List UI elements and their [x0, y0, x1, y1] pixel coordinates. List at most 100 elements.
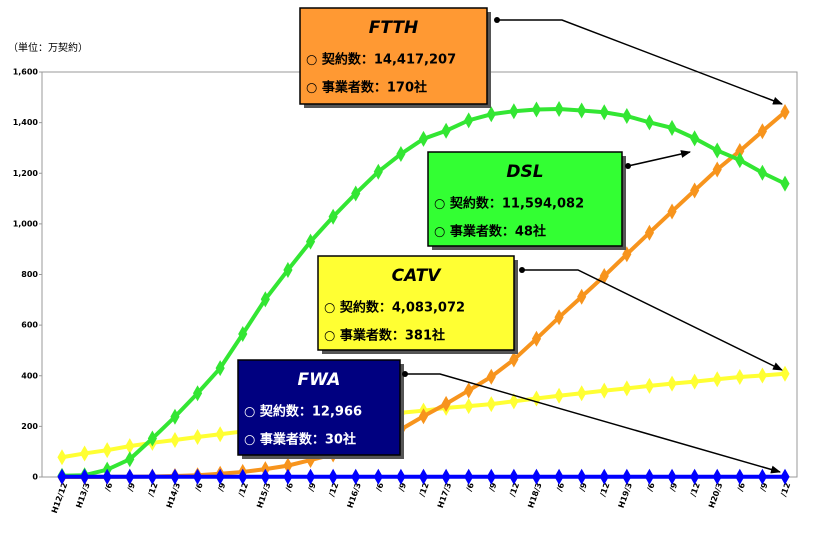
data-point [80, 445, 90, 462]
annotation-line: ○ 事業者数：381社 [324, 328, 445, 344]
annotation-line: ○ 契約数：12,966 [244, 404, 362, 420]
y-tick-label: 800 [21, 270, 38, 279]
data-point [780, 103, 790, 121]
x-tick-label: /9 [668, 481, 680, 492]
y-tick-label: 1,600 [13, 68, 39, 77]
data-point [486, 368, 496, 385]
x-tick-label: H19/3 [617, 481, 634, 509]
data-point [712, 161, 722, 178]
data-point [690, 182, 700, 199]
data-point [622, 468, 632, 485]
x-tick-label: /9 [758, 481, 770, 492]
x-tick-label: /6 [284, 481, 296, 492]
data-point [441, 395, 451, 412]
data-point [554, 100, 564, 117]
annotation-line: ○ 事業者数：30社 [244, 432, 356, 448]
data-point [554, 468, 564, 485]
x-tick-label: /12 [237, 481, 250, 497]
data-point [780, 175, 790, 192]
data-point [599, 382, 609, 399]
x-tick-label: /6 [736, 481, 748, 492]
x-tick-label: H15/3 [255, 481, 272, 509]
annotation: FTTH ○ 契約数：14,417,207 ○ 事業者数：170社 [299, 7, 783, 108]
data-point [757, 468, 767, 485]
x-tick-label: H12/12 [50, 481, 69, 514]
data-point [486, 106, 496, 123]
data-point [780, 468, 790, 485]
data-point [238, 468, 248, 485]
data-point [283, 261, 293, 278]
data-point [351, 185, 361, 202]
data-point [486, 468, 496, 485]
data-point [57, 468, 67, 485]
data-point [260, 468, 270, 485]
x-tick-label: H17/3 [436, 481, 453, 509]
data-point [644, 377, 655, 394]
annotation-line: ○ 契約数：14,417,207 [306, 52, 456, 68]
data-point [418, 130, 429, 147]
annotation-title: DSL [506, 162, 543, 182]
data-point [509, 103, 519, 120]
x-tick-label: /9 [397, 481, 409, 492]
data-point [215, 468, 225, 485]
data-point [531, 468, 542, 485]
annotation: DSL ○ 契約数：11,594,082 ○ 事業者数：48社 [427, 150, 691, 250]
data-point [373, 468, 383, 485]
data-point [125, 451, 135, 468]
data-point [215, 360, 225, 377]
data-point [464, 468, 474, 485]
data-point [147, 468, 157, 485]
annotation: FWA ○ 契約数：12,966 ○ 事業者数：30社 [237, 359, 781, 474]
data-point [170, 432, 180, 449]
x-tick-label: /6 [555, 481, 567, 492]
x-tick-label: /12 [508, 481, 521, 497]
data-point [509, 351, 519, 368]
x-tick-label: /6 [193, 481, 205, 492]
data-point [441, 468, 451, 485]
x-tick-label: /6 [465, 481, 477, 492]
data-point [712, 468, 722, 485]
annotation-line: ○ 事業者数：170社 [306, 80, 427, 96]
data-point [57, 449, 67, 466]
data-point [328, 208, 338, 225]
data-point [622, 108, 632, 125]
data-point [554, 309, 564, 326]
x-tick-label: H16/3 [345, 481, 362, 509]
data-point [531, 101, 542, 118]
data-point [577, 288, 587, 305]
x-tick-label: H13/3 [74, 481, 91, 509]
data-point [667, 375, 677, 392]
x-tick-label: /12 [327, 481, 340, 497]
data-point [644, 114, 655, 131]
data-point [464, 112, 474, 129]
x-tick-label: /6 [645, 481, 657, 492]
data-point [735, 152, 745, 169]
data-point [554, 387, 564, 404]
x-tick-label: /9 [487, 481, 499, 492]
data-point [192, 385, 203, 402]
data-point [260, 291, 270, 308]
y-tick-label: 1,200 [13, 169, 39, 178]
x-tick-label: /6 [374, 481, 386, 492]
arrow [405, 373, 781, 474]
data-point [690, 373, 700, 390]
data-point [351, 468, 361, 485]
x-tick-label: /9 [306, 481, 318, 492]
data-point [531, 330, 542, 347]
data-point [735, 468, 745, 485]
data-point [102, 468, 112, 485]
x-tick-label: /12 [779, 481, 792, 497]
annotation-box [299, 7, 488, 105]
arrow [497, 19, 783, 105]
data-point [577, 385, 587, 402]
x-tick-label: /12 [417, 481, 430, 497]
data-point [577, 102, 587, 119]
annotation-box [317, 255, 515, 351]
data-point [396, 146, 406, 163]
data-point [667, 119, 677, 136]
data-point [283, 468, 293, 485]
annotation-title: CATV [392, 266, 443, 286]
data-point [464, 398, 474, 415]
data-point [644, 468, 655, 485]
